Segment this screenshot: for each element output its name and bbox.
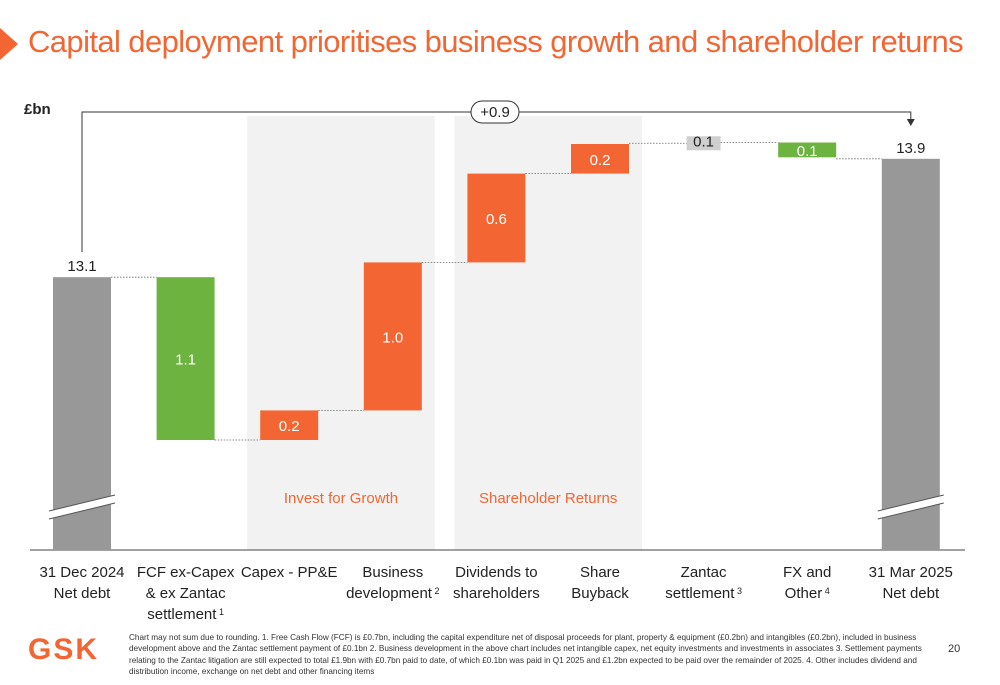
unit-label: £bn (24, 101, 51, 118)
category-label-8: 31 Mar 2025 Net debt (868, 564, 953, 602)
group-label-1: Shareholder Returns (479, 490, 617, 507)
waterfall-chart: Invest for Growth Shareholder Returns 13.1… (30, 100, 965, 551)
bar-1 (156, 277, 215, 440)
bar-8 (881, 158, 940, 551)
page-number: 20 (948, 643, 961, 655)
category-label-6: Zantac settlement 3 (665, 564, 742, 602)
axis-break-line-b-0 (48, 502, 116, 520)
group-label-0: Invest for Growth (284, 490, 398, 507)
bar-label-8: 13.9 (896, 140, 925, 157)
category-label-3: Business development 2 (346, 564, 440, 602)
category-label-5: Share Buyback (571, 564, 629, 602)
gsk-logo: GSK (28, 633, 100, 668)
category-label-7: FX and Other 4 (783, 564, 832, 602)
svg-text:GSK: GSK (28, 633, 99, 663)
bridge-arrowhead (906, 119, 915, 126)
category-label-2: Capex - PP&E (240, 564, 338, 581)
bar-label-2: 0.2 (279, 418, 300, 435)
bar-4 (467, 173, 526, 263)
axis-break-line-b-8 (877, 502, 944, 520)
title-accent-shape (0, 28, 18, 60)
bar-label-7: 0.1 (797, 143, 818, 160)
bar-label-0: 13.1 (67, 258, 96, 275)
bar-label-4: 0.6 (486, 211, 507, 228)
footnote: Chart may not sum due to rounding. 1. Fr… (129, 633, 922, 676)
category-label-4: Dividends to shareholders (453, 564, 540, 602)
bar-label-6: 0.1 (693, 133, 714, 150)
category-label-1: FCF ex-Capex & ex Zantac settlement 1 (136, 564, 235, 623)
bridge-label: +0.9 (480, 104, 510, 121)
bridge-label-pill (470, 100, 520, 124)
axis-break-line-a-8 (877, 494, 944, 512)
bar-2 (260, 410, 319, 440)
bar-label-1: 1.1 (175, 352, 196, 369)
bar-label-3: 1.0 (382, 329, 403, 346)
page-title: Capital deployment prioritises business … (28, 24, 964, 59)
bar-5 (571, 144, 629, 174)
bar-7 (778, 142, 837, 158)
bar-6 (686, 136, 721, 151)
bar-3 (363, 262, 422, 411)
category-label-0: 31 Dec 2024 Net debt (39, 564, 125, 602)
axis-break-8 (877, 495, 944, 519)
axis-break-0 (49, 495, 115, 519)
bar-label-5: 0.2 (590, 152, 611, 169)
axis-break-line-a-0 (48, 494, 116, 512)
